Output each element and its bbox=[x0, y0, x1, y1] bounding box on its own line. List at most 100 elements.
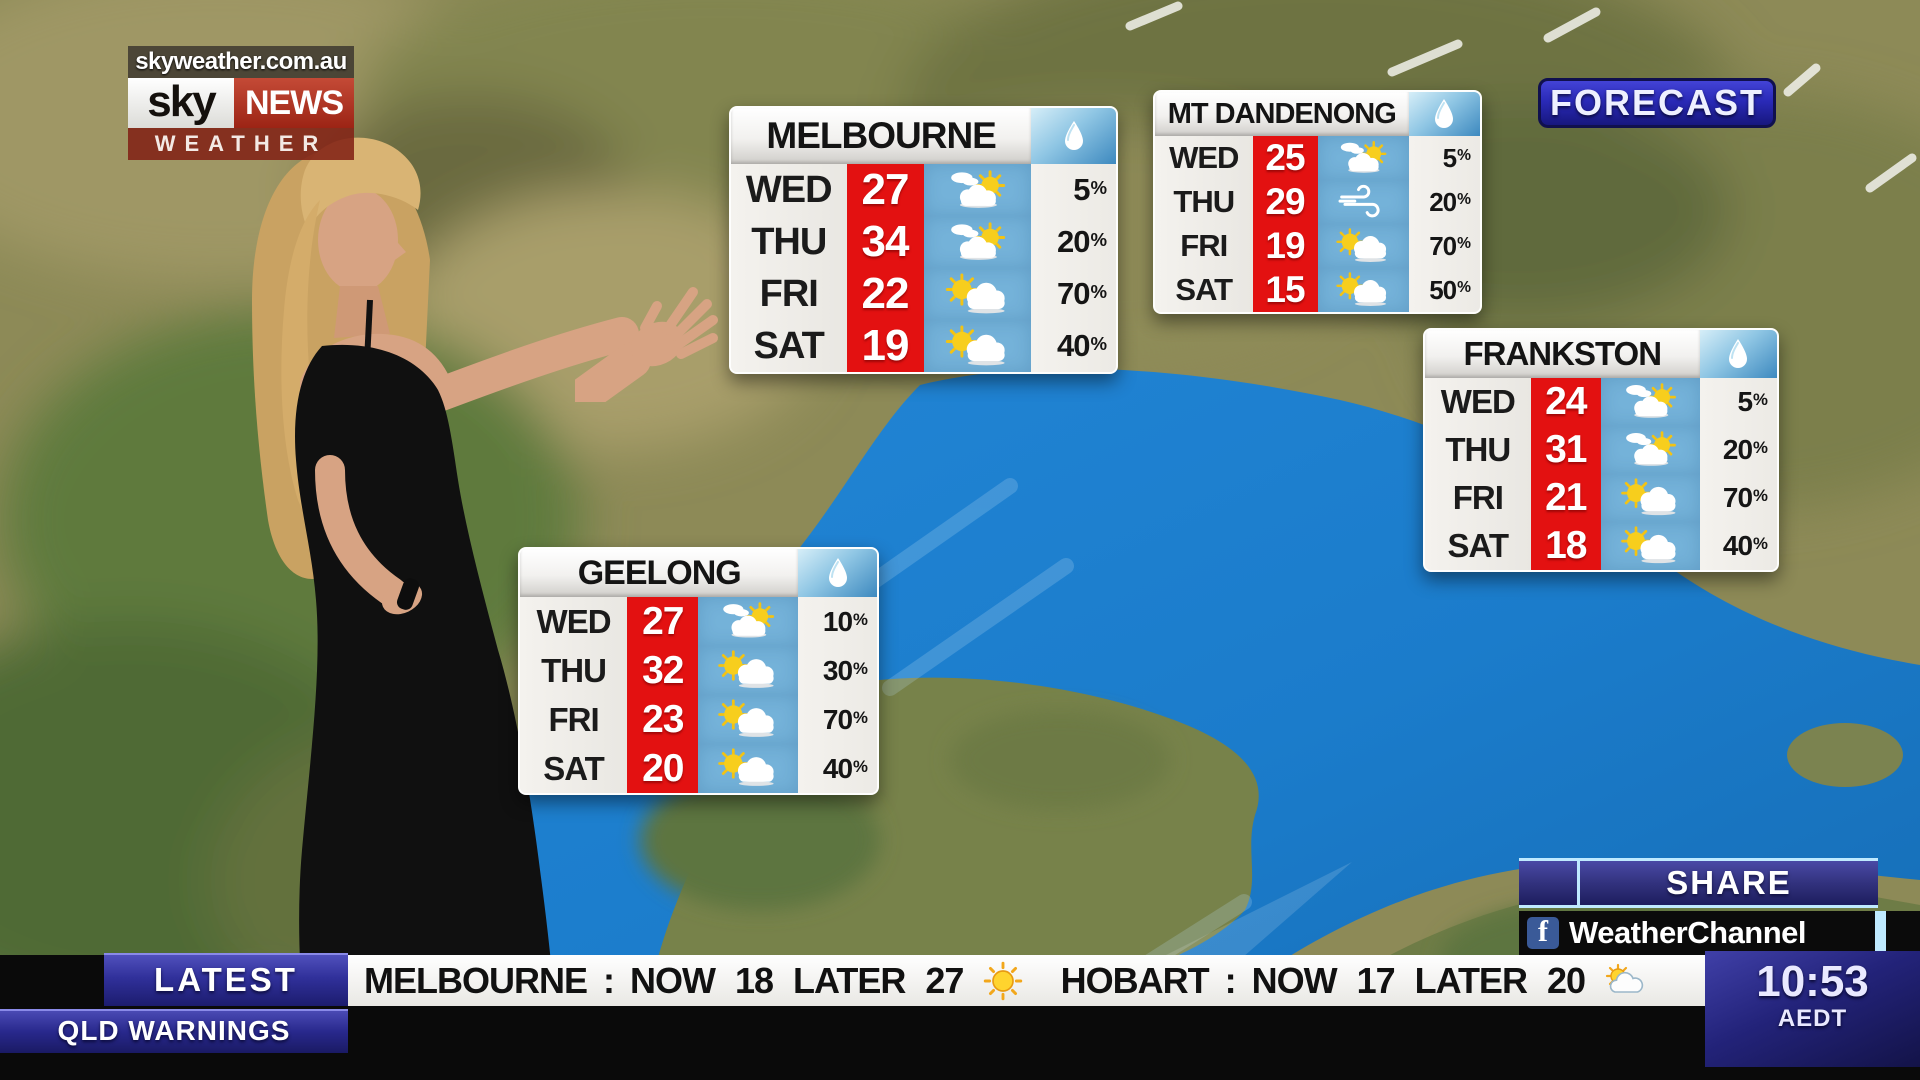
sun-cloud-icon bbox=[1317, 268, 1409, 312]
forecast-banner: FORECAST bbox=[1538, 78, 1776, 128]
forecast-rows: WED 27 5% THU 34 20% FRI 22 70% SAT 19 40% bbox=[731, 164, 1116, 372]
day-label: FRI bbox=[520, 695, 628, 744]
presenter-hand bbox=[575, 287, 718, 402]
forecast-table-geelong: GEELONG WED 27 10% THU 32 30% FRI 23 70% SAT 20 40% bbox=[518, 547, 879, 795]
ticker-item-melbourne: MELBOURNE : NOW 18 LATER 27 bbox=[364, 960, 1023, 1002]
rain-droplet-icon bbox=[1699, 330, 1777, 378]
share-panel: SHARE bbox=[1519, 858, 1878, 908]
forecast-rows: WED 25 5% THU 29 20% FRI 19 70% SAT 15 50% bbox=[1155, 136, 1480, 312]
rain-droplet-icon bbox=[1408, 92, 1480, 136]
rain-chance-value: 40% bbox=[1699, 522, 1777, 570]
later-label: LATER bbox=[793, 959, 906, 1001]
cloud-sun-icon bbox=[1600, 426, 1700, 474]
ticker-separator: : bbox=[1224, 959, 1237, 1001]
temp-value: 34 bbox=[846, 216, 924, 268]
skyweather-url: skyweather.com.au bbox=[128, 46, 354, 78]
temp-value: 18 bbox=[1530, 522, 1601, 570]
facebook-bar: f WeatherChannel bbox=[1519, 911, 1920, 955]
rain-chance-value: 40% bbox=[1031, 320, 1116, 372]
rain-droplet-icon bbox=[1031, 108, 1116, 164]
cloud-sun-icon bbox=[698, 597, 799, 646]
temp-value: 19 bbox=[846, 320, 924, 372]
table-title: MELBOURNE bbox=[731, 108, 1032, 164]
share-label: SHARE bbox=[1666, 864, 1792, 901]
ticker-strip: MELBOURNE : NOW 18 LATER 27 HOBART : NOW… bbox=[348, 955, 1705, 1006]
table-title: MT DANDENONG bbox=[1155, 92, 1409, 136]
temp-value: 27 bbox=[846, 164, 924, 216]
day-label: THU bbox=[1425, 426, 1531, 474]
temp-value: 22 bbox=[846, 268, 924, 320]
day-label: FRI bbox=[731, 268, 847, 320]
day-label: SAT bbox=[520, 744, 628, 793]
temp-value: 20 bbox=[627, 744, 699, 793]
cloud-sun-icon bbox=[1317, 136, 1409, 180]
rain-chance-value: 20% bbox=[1408, 180, 1480, 224]
temp-value: 24 bbox=[1530, 378, 1601, 426]
sun-cloud-icon bbox=[1600, 522, 1700, 570]
day-label: WED bbox=[520, 597, 628, 646]
day-label: THU bbox=[731, 216, 847, 268]
ticker-city: MELBOURNE bbox=[364, 959, 588, 1001]
clock-timezone: AEDT bbox=[1777, 1005, 1848, 1032]
share-panel-segment bbox=[1519, 861, 1580, 905]
cursor-accent-bar bbox=[1875, 911, 1886, 955]
bottom-ticker: MELBOURNE : NOW 18 LATER 27 HOBART : NOW… bbox=[0, 951, 1920, 1080]
rain-chance-value: 20% bbox=[1031, 216, 1116, 268]
day-label: SAT bbox=[1425, 522, 1531, 570]
temp-value: 23 bbox=[627, 695, 699, 744]
ticker-city: HOBART bbox=[1060, 959, 1210, 1001]
sky-news-weather-logo: skyweather.com.au sky NEWS WEATHER bbox=[128, 46, 354, 160]
day-label: FRI bbox=[1155, 224, 1253, 268]
qld-warnings-badge: QLD WARNINGS bbox=[0, 1009, 348, 1053]
facebook-icon: f bbox=[1527, 917, 1559, 949]
day-label: THU bbox=[1155, 180, 1253, 224]
latest-badge: LATEST bbox=[104, 953, 348, 1006]
news-logo-text: NEWS bbox=[234, 78, 354, 128]
temp-value: 32 bbox=[627, 646, 699, 695]
windy-icon bbox=[1317, 180, 1409, 224]
day-label: WED bbox=[731, 164, 847, 216]
rain-chance-value: 5% bbox=[1699, 378, 1777, 426]
sun-cloud-icon bbox=[698, 744, 799, 793]
now-temp: 17 bbox=[1356, 959, 1396, 1001]
rain-droplet-icon bbox=[798, 549, 877, 597]
now-label: NOW bbox=[1251, 959, 1338, 1001]
sun-cloud-icon bbox=[1317, 224, 1409, 268]
later-label: LATER bbox=[1414, 959, 1528, 1001]
temp-value: 29 bbox=[1252, 180, 1318, 224]
now-temp: 18 bbox=[734, 959, 774, 1001]
forecast-table-frankston: FRANKSTON WED 24 5% THU 31 20% FRI 21 70% SAT 18 40… bbox=[1423, 328, 1779, 572]
temp-value: 15 bbox=[1252, 268, 1318, 312]
ticker-separator: : bbox=[603, 959, 615, 1001]
day-label: SAT bbox=[731, 320, 847, 372]
sun-cloud-icon bbox=[698, 695, 799, 744]
facebook-handle: WeatherChannel bbox=[1569, 915, 1807, 950]
partly-cloudy-icon bbox=[1605, 961, 1645, 1001]
now-label: NOW bbox=[630, 959, 716, 1001]
sky-logo-text: sky bbox=[128, 78, 234, 128]
rain-chance-value: 5% bbox=[1031, 164, 1116, 216]
temp-value: 19 bbox=[1252, 224, 1318, 268]
forecast-rows: WED 24 5% THU 31 20% FRI 21 70% SAT 18 40% bbox=[1425, 378, 1777, 570]
forecast-table-mt-dandenong: MT DANDENONG WED 25 5% THU 29 20% FRI 19 70% SAT 1… bbox=[1153, 90, 1482, 314]
cloud-sun-icon bbox=[923, 216, 1032, 268]
rain-chance-value: 70% bbox=[1031, 268, 1116, 320]
rain-chance-value: 70% bbox=[798, 695, 877, 744]
cloud-sun-icon bbox=[1600, 378, 1700, 426]
sun-cloud-icon bbox=[1600, 474, 1700, 522]
forecast-table-melbourne: MELBOURNE WED 27 5% THU 34 20% FRI 22 70% SAT 19 40… bbox=[729, 106, 1118, 374]
weather-logo-text: WEATHER bbox=[128, 128, 354, 160]
temp-value: 25 bbox=[1252, 136, 1318, 180]
rain-chance-value: 70% bbox=[1408, 224, 1480, 268]
day-label: THU bbox=[520, 646, 628, 695]
sun-cloud-icon bbox=[698, 646, 799, 695]
sunny-icon bbox=[983, 961, 1023, 1001]
rain-chance-value: 20% bbox=[1699, 426, 1777, 474]
clock: 10:53 AEDT bbox=[1705, 951, 1920, 1067]
rain-chance-value: 5% bbox=[1408, 136, 1480, 180]
cloud-sun-icon bbox=[923, 164, 1032, 216]
table-title: GEELONG bbox=[520, 549, 799, 597]
day-label: WED bbox=[1155, 136, 1253, 180]
